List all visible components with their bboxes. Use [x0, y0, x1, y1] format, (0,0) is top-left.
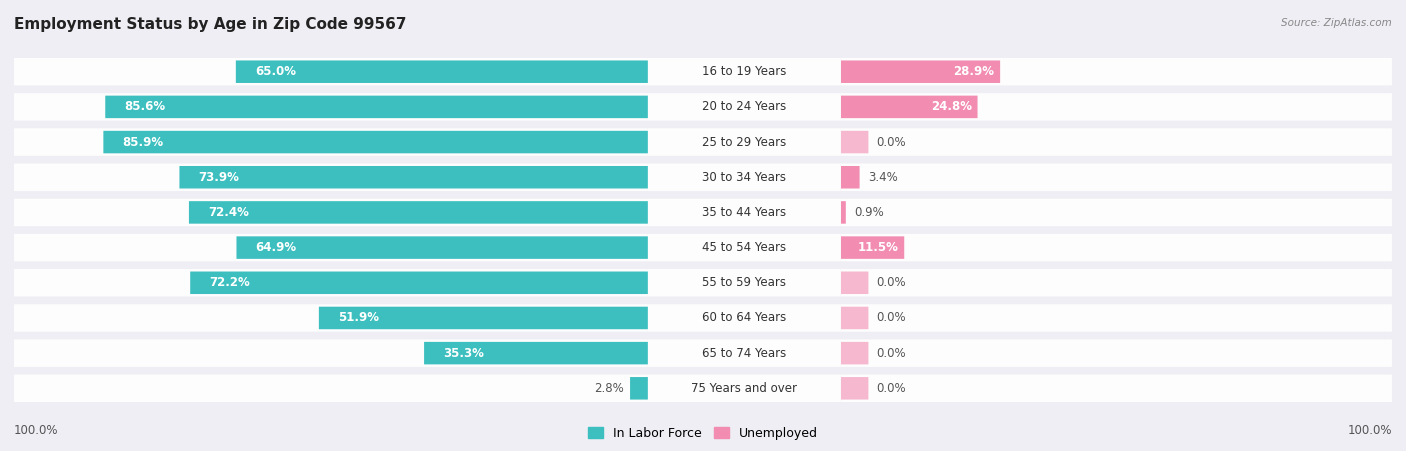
- Text: 0.0%: 0.0%: [876, 312, 907, 324]
- Text: 35.3%: 35.3%: [443, 347, 484, 359]
- FancyBboxPatch shape: [14, 199, 648, 226]
- FancyBboxPatch shape: [841, 58, 1392, 85]
- Text: 2.8%: 2.8%: [595, 382, 624, 395]
- FancyBboxPatch shape: [841, 377, 869, 400]
- FancyBboxPatch shape: [14, 58, 648, 85]
- FancyBboxPatch shape: [236, 236, 648, 259]
- Text: 64.9%: 64.9%: [256, 241, 297, 254]
- Text: 3.4%: 3.4%: [868, 171, 897, 184]
- FancyBboxPatch shape: [319, 307, 648, 329]
- FancyBboxPatch shape: [14, 93, 648, 120]
- Text: 72.4%: 72.4%: [208, 206, 249, 219]
- Text: 75 Years and over: 75 Years and over: [692, 382, 797, 395]
- Text: 0.0%: 0.0%: [876, 382, 907, 395]
- FancyBboxPatch shape: [648, 234, 841, 261]
- Text: 55 to 59 Years: 55 to 59 Years: [703, 276, 786, 289]
- Text: 0.0%: 0.0%: [876, 136, 907, 148]
- Text: 65 to 74 Years: 65 to 74 Years: [702, 347, 786, 359]
- FancyBboxPatch shape: [841, 199, 1392, 226]
- FancyBboxPatch shape: [841, 340, 1392, 367]
- Text: 100.0%: 100.0%: [14, 424, 59, 437]
- FancyBboxPatch shape: [841, 131, 869, 153]
- FancyBboxPatch shape: [648, 164, 841, 191]
- FancyBboxPatch shape: [14, 375, 648, 402]
- FancyBboxPatch shape: [841, 96, 977, 118]
- FancyBboxPatch shape: [648, 269, 841, 296]
- Text: 16 to 19 Years: 16 to 19 Years: [702, 65, 786, 78]
- FancyBboxPatch shape: [180, 166, 648, 189]
- FancyBboxPatch shape: [841, 307, 869, 329]
- FancyBboxPatch shape: [841, 60, 1000, 83]
- FancyBboxPatch shape: [14, 340, 648, 367]
- FancyBboxPatch shape: [14, 269, 648, 296]
- Text: 0.0%: 0.0%: [876, 347, 907, 359]
- FancyBboxPatch shape: [648, 58, 841, 85]
- Text: 65.0%: 65.0%: [254, 65, 295, 78]
- Text: 35 to 44 Years: 35 to 44 Years: [702, 206, 786, 219]
- FancyBboxPatch shape: [841, 375, 1392, 402]
- FancyBboxPatch shape: [841, 129, 1392, 156]
- FancyBboxPatch shape: [188, 201, 648, 224]
- FancyBboxPatch shape: [105, 96, 648, 118]
- Text: 51.9%: 51.9%: [337, 312, 380, 324]
- Text: 72.2%: 72.2%: [209, 276, 250, 289]
- FancyBboxPatch shape: [841, 234, 1392, 261]
- Text: 100.0%: 100.0%: [1347, 424, 1392, 437]
- FancyBboxPatch shape: [648, 375, 841, 402]
- FancyBboxPatch shape: [425, 342, 648, 364]
- FancyBboxPatch shape: [841, 164, 1392, 191]
- Text: 0.0%: 0.0%: [876, 276, 907, 289]
- FancyBboxPatch shape: [841, 304, 1392, 331]
- Text: 45 to 54 Years: 45 to 54 Years: [702, 241, 786, 254]
- FancyBboxPatch shape: [630, 377, 648, 400]
- FancyBboxPatch shape: [648, 93, 841, 120]
- Text: 28.9%: 28.9%: [953, 65, 994, 78]
- FancyBboxPatch shape: [841, 342, 869, 364]
- Text: 0.9%: 0.9%: [853, 206, 884, 219]
- Text: 25 to 29 Years: 25 to 29 Years: [702, 136, 786, 148]
- Text: Source: ZipAtlas.com: Source: ZipAtlas.com: [1281, 18, 1392, 28]
- Legend: In Labor Force, Unemployed: In Labor Force, Unemployed: [583, 422, 823, 445]
- FancyBboxPatch shape: [14, 164, 648, 191]
- Text: Employment Status by Age in Zip Code 99567: Employment Status by Age in Zip Code 995…: [14, 17, 406, 32]
- FancyBboxPatch shape: [841, 166, 859, 189]
- Text: 85.9%: 85.9%: [122, 136, 163, 148]
- Text: 85.6%: 85.6%: [124, 101, 166, 113]
- FancyBboxPatch shape: [648, 129, 841, 156]
- Text: 73.9%: 73.9%: [198, 171, 239, 184]
- FancyBboxPatch shape: [236, 60, 648, 83]
- FancyBboxPatch shape: [841, 272, 869, 294]
- Text: 20 to 24 Years: 20 to 24 Years: [702, 101, 786, 113]
- FancyBboxPatch shape: [190, 272, 648, 294]
- FancyBboxPatch shape: [14, 304, 648, 331]
- FancyBboxPatch shape: [648, 340, 841, 367]
- FancyBboxPatch shape: [14, 129, 648, 156]
- FancyBboxPatch shape: [841, 201, 846, 224]
- FancyBboxPatch shape: [841, 269, 1392, 296]
- FancyBboxPatch shape: [14, 234, 648, 261]
- FancyBboxPatch shape: [648, 304, 841, 331]
- Text: 11.5%: 11.5%: [858, 241, 898, 254]
- FancyBboxPatch shape: [841, 93, 1392, 120]
- Text: 30 to 34 Years: 30 to 34 Years: [703, 171, 786, 184]
- FancyBboxPatch shape: [841, 236, 904, 259]
- Text: 24.8%: 24.8%: [931, 101, 972, 113]
- Text: 60 to 64 Years: 60 to 64 Years: [702, 312, 786, 324]
- FancyBboxPatch shape: [104, 131, 648, 153]
- FancyBboxPatch shape: [648, 199, 841, 226]
